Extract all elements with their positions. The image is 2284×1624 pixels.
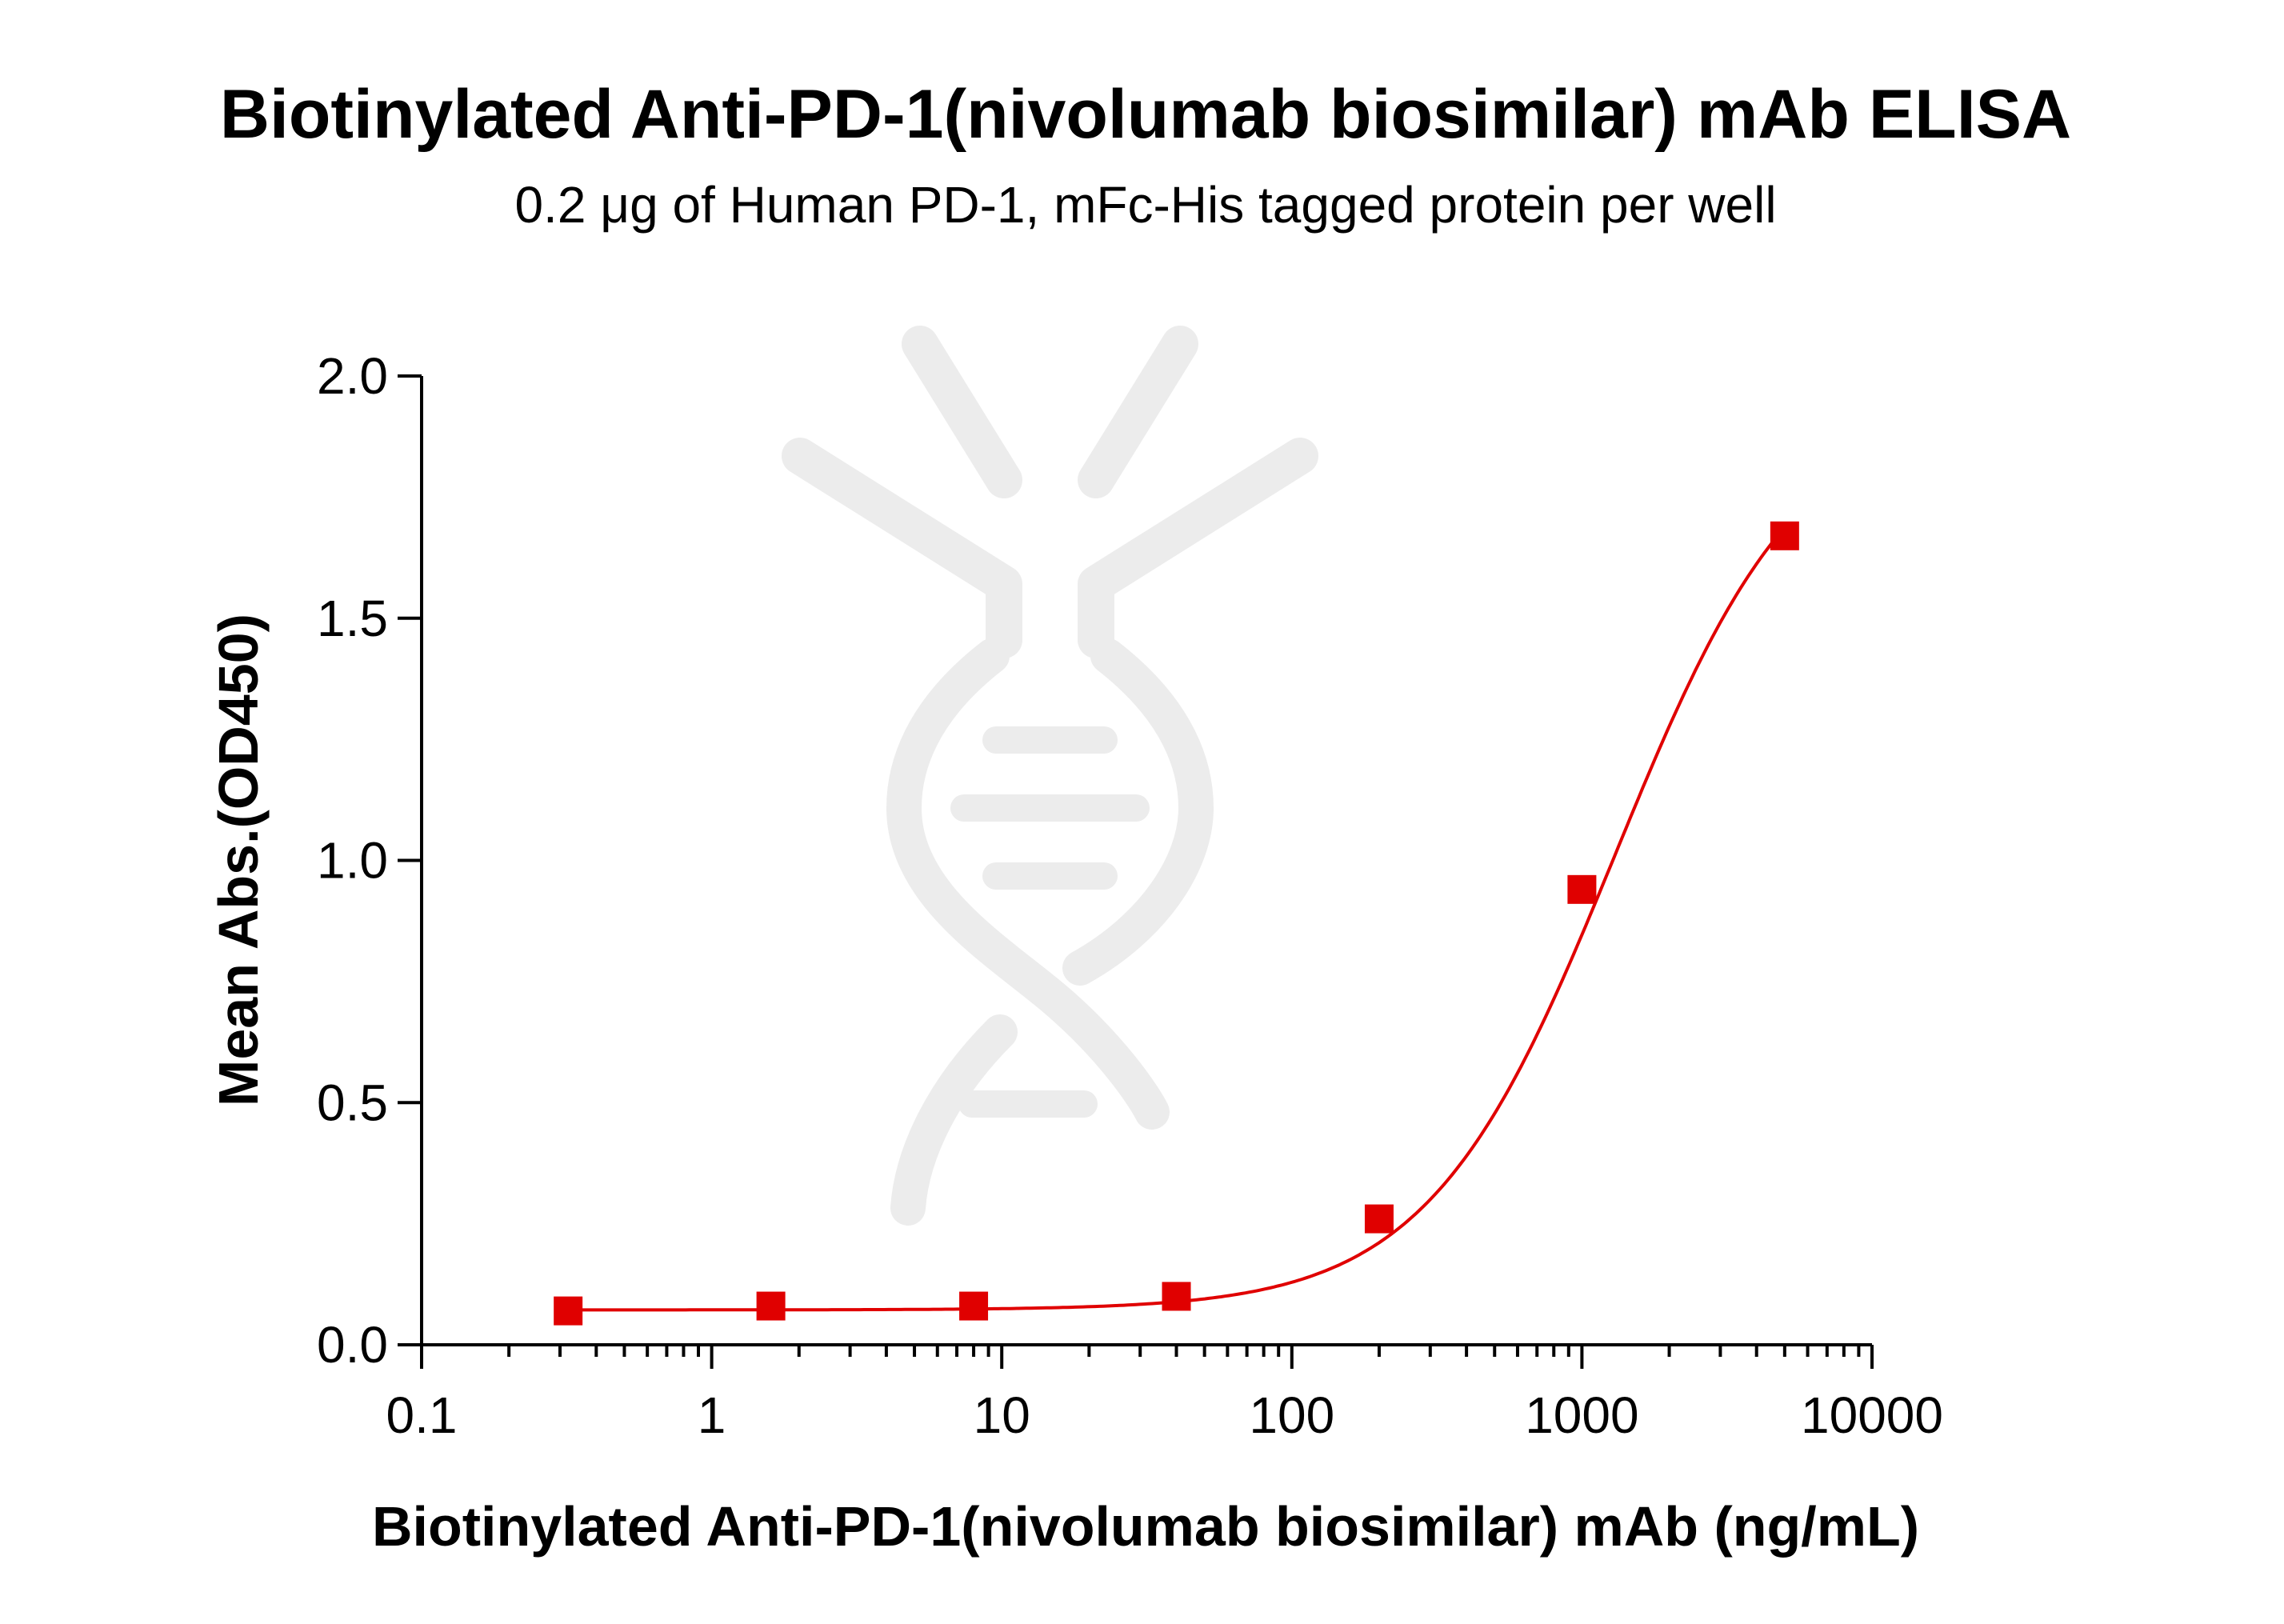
x-axis-title: Biotinylated Anti-PD-1(nivolumab biosimi… — [372, 1495, 1919, 1558]
y-axis-title: Mean Abs.(OD450) — [207, 614, 270, 1106]
y-tick-label: 1.0 — [317, 832, 388, 890]
x-axis-ticks: 0.1 1 10 100 1000 10000 — [386, 1345, 1943, 1444]
y-tick-label: 1.5 — [317, 590, 388, 647]
chart-subtitle: 0.2 μg of Human PD-1, mFc-His tagged pro… — [514, 176, 1776, 234]
data-point — [1162, 1282, 1191, 1311]
y-axis-ticks: 0.0 0.5 1.0 1.5 2.0 — [317, 347, 422, 1374]
x-tick-label: 0.1 — [386, 1386, 458, 1444]
data-point — [1567, 874, 1597, 904]
x-tick-label: 10 — [974, 1386, 1030, 1444]
x-tick-label: 1000 — [1525, 1386, 1638, 1444]
watermark-logo-icon — [782, 326, 1318, 1226]
y-tick-label: 0.0 — [317, 1316, 388, 1374]
data-point — [1770, 521, 1799, 550]
data-point — [1364, 1204, 1394, 1234]
data-points — [554, 521, 1799, 1326]
y-tick-label: 0.5 — [317, 1074, 388, 1131]
y-tick-label: 2.0 — [317, 347, 388, 405]
data-point — [554, 1296, 583, 1326]
fit-curve — [568, 526, 1786, 1312]
data-point — [756, 1291, 786, 1321]
x-tick-label: 10000 — [1801, 1386, 1943, 1444]
data-point — [959, 1291, 989, 1321]
chart-title: Biotinylated Anti-PD-1(nivolumab biosimi… — [220, 76, 2071, 153]
x-tick-label: 100 — [1249, 1386, 1334, 1444]
x-tick-label: 1 — [698, 1386, 726, 1444]
plot-area: 0.0 0.5 1.0 1.5 2.0 0.1 1 10 100 1000 10000 — [317, 347, 1943, 1444]
